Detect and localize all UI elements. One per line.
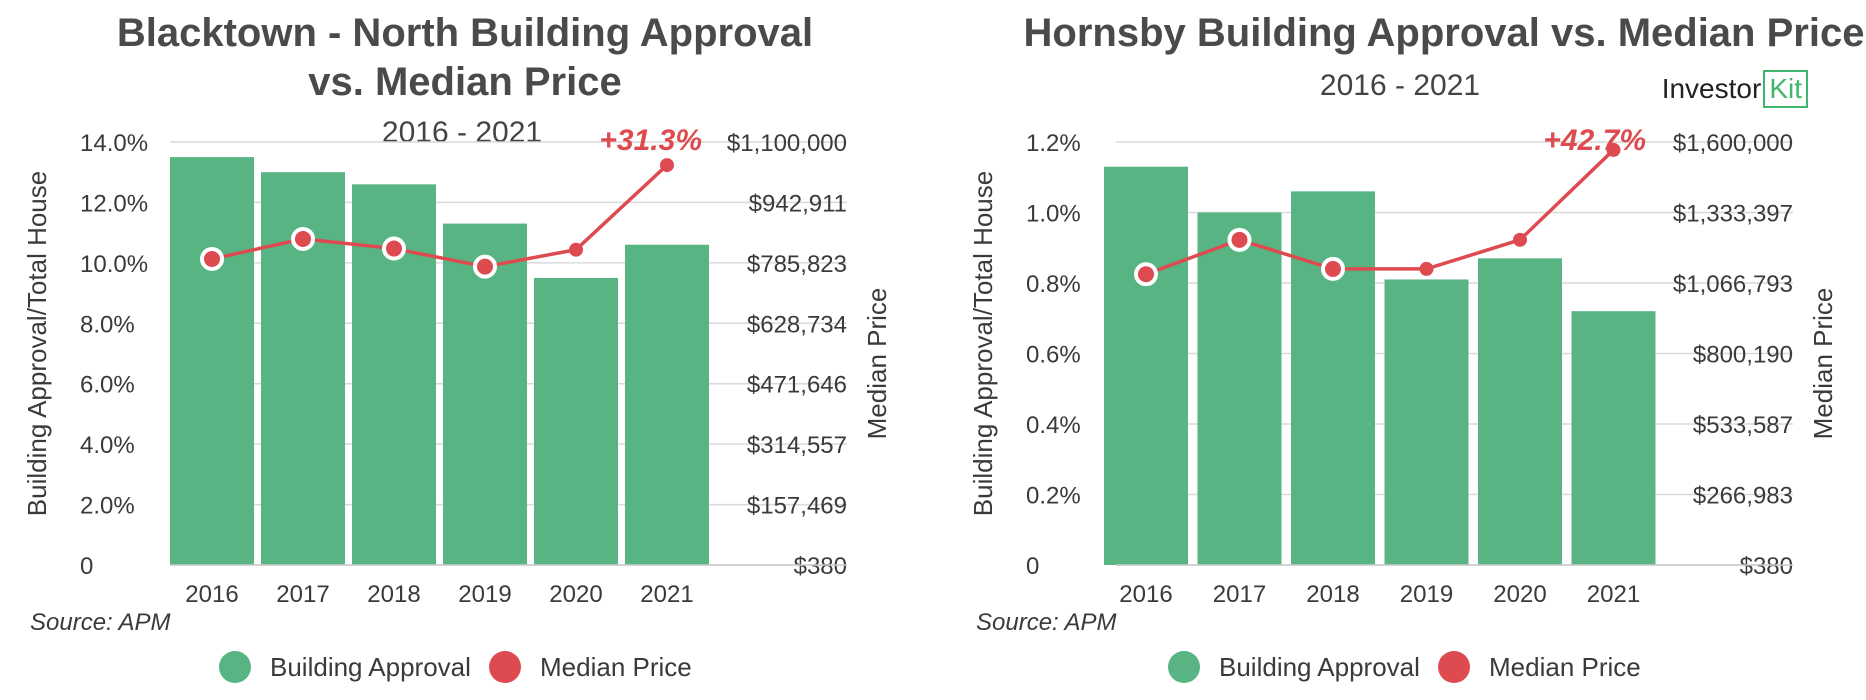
- x-tick-label: 2018: [367, 581, 420, 608]
- bar: [1104, 166, 1188, 566]
- median-price-point: [1227, 227, 1252, 252]
- legend-label-median-price: Median Price: [1489, 652, 1641, 682]
- bar: [1571, 311, 1656, 565]
- logo-kit-badge: Kit: [1763, 70, 1808, 108]
- chart-subtitle: 2016 - 2021: [1320, 69, 1480, 102]
- source-note: Source: APM: [30, 609, 171, 636]
- y-tick-label: 1.0%: [1026, 201, 1081, 228]
- bar: [1478, 258, 1562, 565]
- chart-hornsby: Hornsby Building Approval vs. Median Pri…: [968, 11, 1864, 683]
- median-price-line: [211, 163, 669, 269]
- chart-inner: Hornsby Building Approval vs. Median Pri…: [968, 11, 1864, 683]
- y-tick-label: 6.0%: [80, 372, 135, 399]
- y2-tick-label: $785,823: [747, 251, 847, 278]
- x-tick-label: 2020: [549, 581, 602, 608]
- x-tick-label: 2020: [1493, 581, 1546, 608]
- logo-text: Investor: [1661, 73, 1762, 104]
- change-annotation: +31.3%: [599, 124, 702, 157]
- y2-tick-label: $628,734: [747, 311, 847, 338]
- x-tick-label: 2016: [1119, 581, 1172, 608]
- bar: [1384, 279, 1469, 565]
- legend-swatch-median-price: [1438, 651, 1470, 683]
- x-tick-label: 2019: [458, 581, 511, 608]
- median-price-point: [1606, 142, 1621, 157]
- bar: [1197, 212, 1282, 565]
- investorkit-logo: Investor Kit: [1662, 70, 1808, 108]
- y-tick-label: 0: [80, 553, 93, 580]
- bar: [534, 277, 618, 565]
- y2-tick-label: $380: [794, 553, 847, 580]
- y2-tick-label: $266,983: [1693, 483, 1793, 510]
- median-price-point: [382, 236, 406, 261]
- y-tick-label: 10.0%: [80, 251, 148, 278]
- y2-tick-label: $942,911: [749, 190, 847, 217]
- x-tick-label: 2017: [1213, 581, 1266, 608]
- change-annotation: +42.7%: [1543, 124, 1646, 157]
- y2-tick-label: $1,600,000: [1673, 130, 1793, 157]
- y-tick-label: 14.0%: [80, 130, 148, 157]
- median-price-line: [1145, 148, 1615, 276]
- y-tick-label: 12.0%: [80, 190, 148, 217]
- y2-tick-label: $471,646: [747, 372, 847, 399]
- median-price-point: [569, 242, 583, 257]
- y-tick-label: 2.0%: [80, 493, 135, 520]
- chart-blacktown: Blacktown - North Building Approval vs. M…: [22, 11, 892, 683]
- y-axis-label: Building Approval/Total House: [968, 171, 998, 516]
- median-price-point: [1513, 232, 1527, 247]
- y2-tick-label: $800,190: [1693, 342, 1793, 369]
- y2-tick-label: $1,100,000: [727, 130, 847, 157]
- bar: [625, 244, 709, 565]
- x-tick-label: 2017: [276, 581, 329, 608]
- median-price-point: [1419, 261, 1434, 276]
- y2-axis-label: Median Price: [1808, 288, 1838, 440]
- y-tick-label: 0.8%: [1026, 271, 1081, 298]
- median-price-point: [473, 254, 497, 279]
- legend-label-building-approval: Building Approval: [1219, 652, 1420, 682]
- y-tick-label: 1.2%: [1026, 130, 1081, 157]
- bar: [443, 223, 527, 566]
- chart-title: vs. Median Price: [308, 60, 621, 104]
- x-tick-label: 2021: [640, 581, 693, 608]
- y2-tick-label: $533,587: [1693, 412, 1793, 439]
- chart-title: Hornsby Building Approval vs. Median Pri…: [1024, 11, 1865, 55]
- median-price-point: [1134, 262, 1158, 287]
- x-tick-label: 2016: [185, 581, 238, 608]
- legend-swatch-building-approval: [1168, 651, 1200, 683]
- legend-swatch-median-price: [489, 651, 521, 683]
- y2-axis-label: Median Price: [862, 288, 892, 440]
- x-tick-label: 2021: [1587, 581, 1640, 608]
- y-tick-label: 0.2%: [1026, 483, 1081, 510]
- y-tick-label: 0.4%: [1026, 412, 1081, 439]
- y-axis-label: Building Approval/Total House: [22, 171, 52, 516]
- legend-swatch-building-approval: [219, 651, 251, 683]
- y-tick-label: 4.0%: [80, 432, 135, 459]
- x-tick-label: 2019: [1400, 581, 1453, 608]
- chart-subtitle: 2016 - 2021: [382, 116, 542, 149]
- median-price-point: [1321, 256, 1345, 281]
- y2-tick-label: $314,557: [747, 432, 847, 459]
- legend-label-building-approval: Building Approval: [270, 652, 471, 682]
- chart-title: Blacktown - North Building Approval: [117, 11, 813, 55]
- y2-tick-label: $380: [1740, 553, 1793, 580]
- median-price-point: [291, 226, 315, 251]
- y-tick-label: 8.0%: [80, 311, 135, 338]
- y-tick-label: 0: [1026, 553, 1039, 580]
- chart-inner: Blacktown - North Building Approval vs. M…: [22, 11, 892, 683]
- legend-label-median-price: Median Price: [540, 652, 692, 682]
- y2-tick-label: $1,066,793: [1673, 271, 1793, 298]
- x-tick-label: 2018: [1306, 581, 1359, 608]
- bar: [1291, 191, 1375, 565]
- bar: [170, 157, 254, 565]
- y2-tick-label: $157,469: [747, 493, 847, 520]
- median-price-point: [200, 246, 224, 271]
- y2-tick-label: $1,333,397: [1673, 201, 1793, 228]
- source-note: Source: APM: [976, 609, 1117, 636]
- y-tick-label: 0.6%: [1026, 342, 1081, 369]
- median-price-point: [660, 158, 674, 173]
